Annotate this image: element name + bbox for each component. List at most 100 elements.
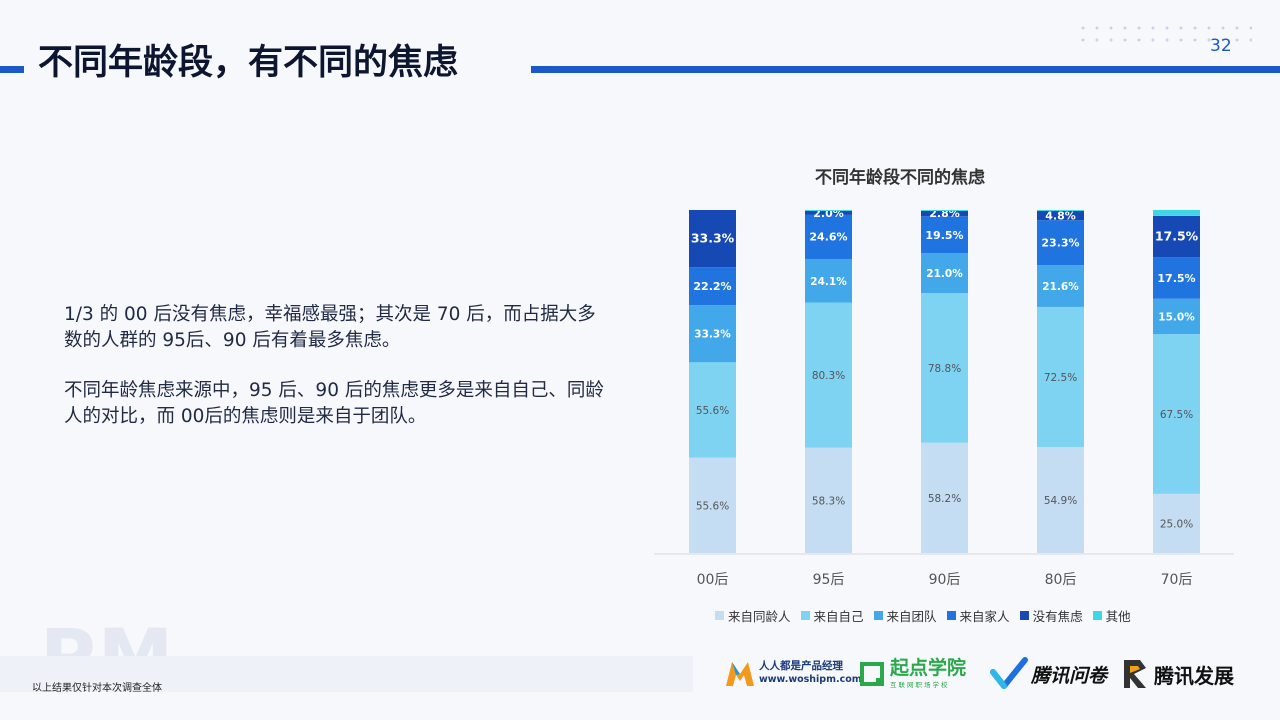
data-label: 33.3% <box>694 329 731 341</box>
x-tick-label: 95后 <box>813 572 845 588</box>
bar-segment <box>689 457 736 553</box>
chart-title: 不同年龄段不同的焦虑 <box>815 167 985 188</box>
data-label: 24.6% <box>809 231 847 244</box>
data-label: 24.1% <box>810 276 847 288</box>
bar-segment <box>689 267 736 306</box>
bar-segment <box>1153 215 1200 258</box>
data-label: 15.0% <box>1158 311 1195 323</box>
bar-segment <box>689 210 736 268</box>
title-accent-bar-right <box>531 66 1280 73</box>
footer-band <box>0 656 693 692</box>
woshipm-name: 人人都是产品经理 <box>759 660 843 672</box>
page-title: 不同年龄段，有不同的焦虑 <box>38 43 459 83</box>
bar-segment <box>1037 210 1084 211</box>
x-tick-label: 80后 <box>1045 572 1077 588</box>
legend-label: 来自团队 <box>886 609 937 624</box>
bar-segment <box>689 305 736 363</box>
title-accent-bar-left <box>0 66 24 73</box>
bar-segment <box>921 442 968 553</box>
bar-segment <box>689 362 736 458</box>
x-tick-label: 90后 <box>929 572 961 588</box>
legend-item: 来自自己 <box>800 606 864 625</box>
tencent-wenjuan-name: 腾讯问卷 <box>1031 664 1108 687</box>
bar-segment <box>1153 493 1200 553</box>
data-label: 2.0% <box>813 207 844 220</box>
bar-segment <box>1037 220 1084 266</box>
chart-legend: 来自同龄人 来自自己 来自团队 来自家人 没有焦虑 其他 <box>715 606 1131 625</box>
data-label: 55.6% <box>696 500 729 512</box>
legend-item: 没有焦虑 <box>1019 606 1083 625</box>
woshipm-m-icon <box>726 662 754 686</box>
bar-segment <box>921 216 968 254</box>
data-label: 67.5% <box>1160 409 1193 421</box>
legend-swatch <box>715 611 724 620</box>
data-label: 72.5% <box>1044 372 1077 384</box>
bar-segment <box>1037 306 1084 447</box>
legend-label: 来自家人 <box>959 609 1010 624</box>
legend-label: 其他 <box>1105 609 1131 624</box>
bar-segment <box>805 210 852 211</box>
bar-segment <box>805 447 852 553</box>
bar-segment <box>1037 265 1084 307</box>
bar-segment <box>1153 334 1200 494</box>
qidian-name: 起点学院 <box>890 657 967 679</box>
legend-swatch <box>1092 611 1102 620</box>
data-label: 17.5% <box>1155 229 1199 244</box>
x-tick-label: 00后 <box>697 572 729 588</box>
data-label: 78.8% <box>928 363 961 375</box>
qidian-subtitle: 互联网职场学校 <box>890 681 950 689</box>
legend-swatch <box>873 611 883 620</box>
data-label: 58.3% <box>812 495 845 507</box>
data-label: 4.8% <box>1045 210 1076 223</box>
legend-item: 来自家人 <box>946 606 1010 625</box>
bar-segment <box>1037 446 1084 553</box>
bar-segment <box>805 214 852 259</box>
bar-segment <box>1153 257 1200 299</box>
tencent-fazhan-name: 腾讯发展 <box>1154 663 1234 688</box>
data-label: 23.3% <box>1041 237 1079 250</box>
bar-segment <box>921 253 968 294</box>
data-label: 17.5% <box>1157 272 1195 285</box>
data-label: 55.6% <box>696 405 729 417</box>
qidian-q-icon <box>860 662 884 686</box>
woshipm-url: www.woshipm.com <box>759 674 862 685</box>
data-label: 80.3% <box>812 370 845 382</box>
fazhan-icon <box>1124 660 1146 688</box>
data-label: 22.2% <box>693 280 731 293</box>
data-label: 58.2% <box>928 493 961 505</box>
data-label: 19.5% <box>925 229 963 242</box>
bar-segment <box>921 293 968 443</box>
decorative-dot-grid <box>1076 22 1252 50</box>
legend-item: 来自同龄人 <box>715 606 791 625</box>
bar-segment <box>805 258 852 303</box>
footnote: 以上结果仅针对本次调查全体 <box>32 683 162 694</box>
legend-item: 来自团队 <box>873 606 937 625</box>
data-label: 21.0% <box>926 268 963 280</box>
legend-item: 其他 <box>1092 606 1131 625</box>
bar-segment <box>921 210 968 211</box>
legend-swatch <box>1019 611 1029 620</box>
woshipm-logo: 人人都是产品经理 www.woshipm.com <box>724 658 862 688</box>
qidian-logo: 起点学院 互联网职场学校 <box>860 658 966 692</box>
bar-segment <box>921 210 968 217</box>
bar-segment <box>1037 210 1084 221</box>
data-label: 25.0% <box>1160 518 1193 530</box>
legend-label: 来自自己 <box>813 609 864 624</box>
summary-paragraph-2: 不同年龄焦虑来源中，95 后、90 后的焦虑更多是来自自己、同龄人的对比，而 0… <box>64 380 604 427</box>
legend-swatch <box>800 611 810 620</box>
summary-paragraph-1: 1/3 的 00 后没有焦虑，幸福感最强；其次是 70 后，而占据大多数的人群的… <box>64 304 596 351</box>
data-label: 21.6% <box>1042 281 1079 293</box>
checkmark-icon <box>990 657 1028 689</box>
tencent-wenjuan-logo: 腾讯问卷 <box>990 656 1107 692</box>
bar-segment <box>1153 210 1200 216</box>
x-tick-label: 70后 <box>1161 572 1193 588</box>
legend-swatch <box>946 611 956 620</box>
data-label: 54.9% <box>1044 495 1077 507</box>
page-number: 32 <box>1210 36 1232 56</box>
data-label: 2.8% <box>929 207 960 220</box>
bar-segment <box>805 210 852 215</box>
stacked-bar-chart: 不同年龄段不同的焦虑 55.6% 55.6% 33.3% 22.2% 33.3% 00后 58… <box>654 167 1234 588</box>
legend-label: 没有焦虑 <box>1032 609 1083 624</box>
legend-label: 来自同龄人 <box>728 609 791 624</box>
partner-logos: 人人都是产品经理 www.woshipm.com 起点学院 互联网职场学校 腾讯… <box>724 650 1264 696</box>
